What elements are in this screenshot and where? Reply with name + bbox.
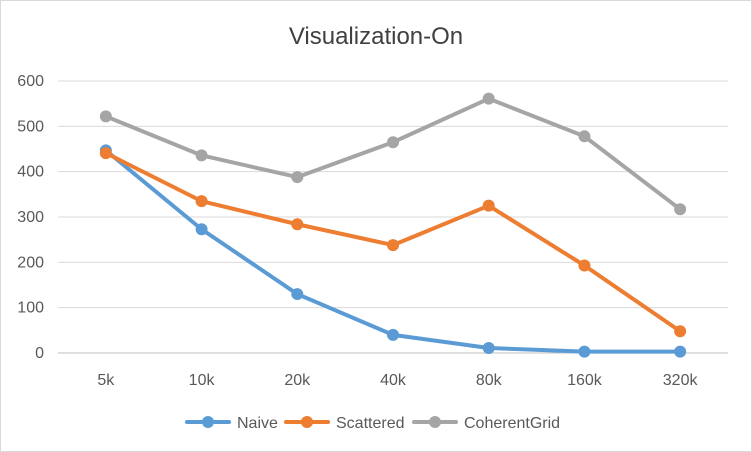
- series-coherentgrid: [99, 92, 687, 216]
- legend: Naive Scattered CoherentGrid: [185, 415, 560, 432]
- data-point: [291, 288, 304, 301]
- data-point: [99, 147, 112, 160]
- x-tick-label: 40k: [380, 372, 407, 389]
- y-tick-label: 0: [35, 345, 44, 362]
- x-tick-label: 10k: [189, 372, 216, 389]
- series-scattered: [99, 147, 687, 338]
- legend-label: Naive: [237, 415, 278, 432]
- data-point: [674, 345, 687, 358]
- legend-label: Scattered: [336, 415, 404, 432]
- legend-marker: [429, 416, 441, 428]
- x-tick-label: 80k: [476, 372, 503, 389]
- chart-title: Visualization-On: [289, 23, 463, 50]
- series-line: [103, 96, 683, 212]
- data-point: [291, 218, 304, 231]
- legend-marker: [202, 416, 214, 428]
- y-tick-label: 600: [17, 73, 44, 90]
- data-point: [482, 199, 495, 212]
- data-point: [482, 342, 495, 355]
- data-point: [578, 345, 591, 358]
- x-tick-label: 160k: [567, 372, 603, 389]
- data-point: [195, 195, 208, 208]
- data-point: [482, 92, 495, 105]
- data-point: [195, 149, 208, 162]
- data-point: [195, 223, 208, 236]
- legend-item: Scattered: [284, 415, 404, 432]
- gridlines: [58, 80, 728, 354]
- x-tick-label: 320k: [663, 372, 699, 389]
- data-point: [387, 136, 399, 149]
- series-naive: [99, 144, 687, 358]
- y-tick-label: 500: [17, 118, 44, 135]
- data-point: [387, 328, 399, 341]
- y-tick-label: 300: [17, 209, 44, 226]
- y-tick-label: 200: [17, 254, 44, 271]
- y-tick-label: 100: [17, 300, 44, 317]
- legend-item: Naive: [185, 415, 278, 432]
- legend-marker: [301, 416, 313, 428]
- data-point: [99, 110, 112, 123]
- data-point: [387, 239, 399, 252]
- data-point: [578, 130, 591, 143]
- x-tick-label: 5k: [97, 372, 115, 389]
- y-axis-ticks: 0 100 200 300 400 500 600: [17, 73, 44, 362]
- series-lines: [99, 92, 687, 358]
- x-axis-ticks: 5k 10k 20k 40k 80k 160k 320k: [97, 372, 698, 389]
- x-tick-label: 20k: [284, 372, 311, 389]
- legend-item: CoherentGrid: [412, 415, 560, 432]
- y-tick-label: 400: [17, 164, 44, 181]
- data-point: [291, 171, 304, 184]
- data-point: [674, 203, 687, 216]
- legend-label: CoherentGrid: [464, 415, 560, 432]
- data-point: [674, 325, 687, 338]
- data-point: [578, 259, 591, 272]
